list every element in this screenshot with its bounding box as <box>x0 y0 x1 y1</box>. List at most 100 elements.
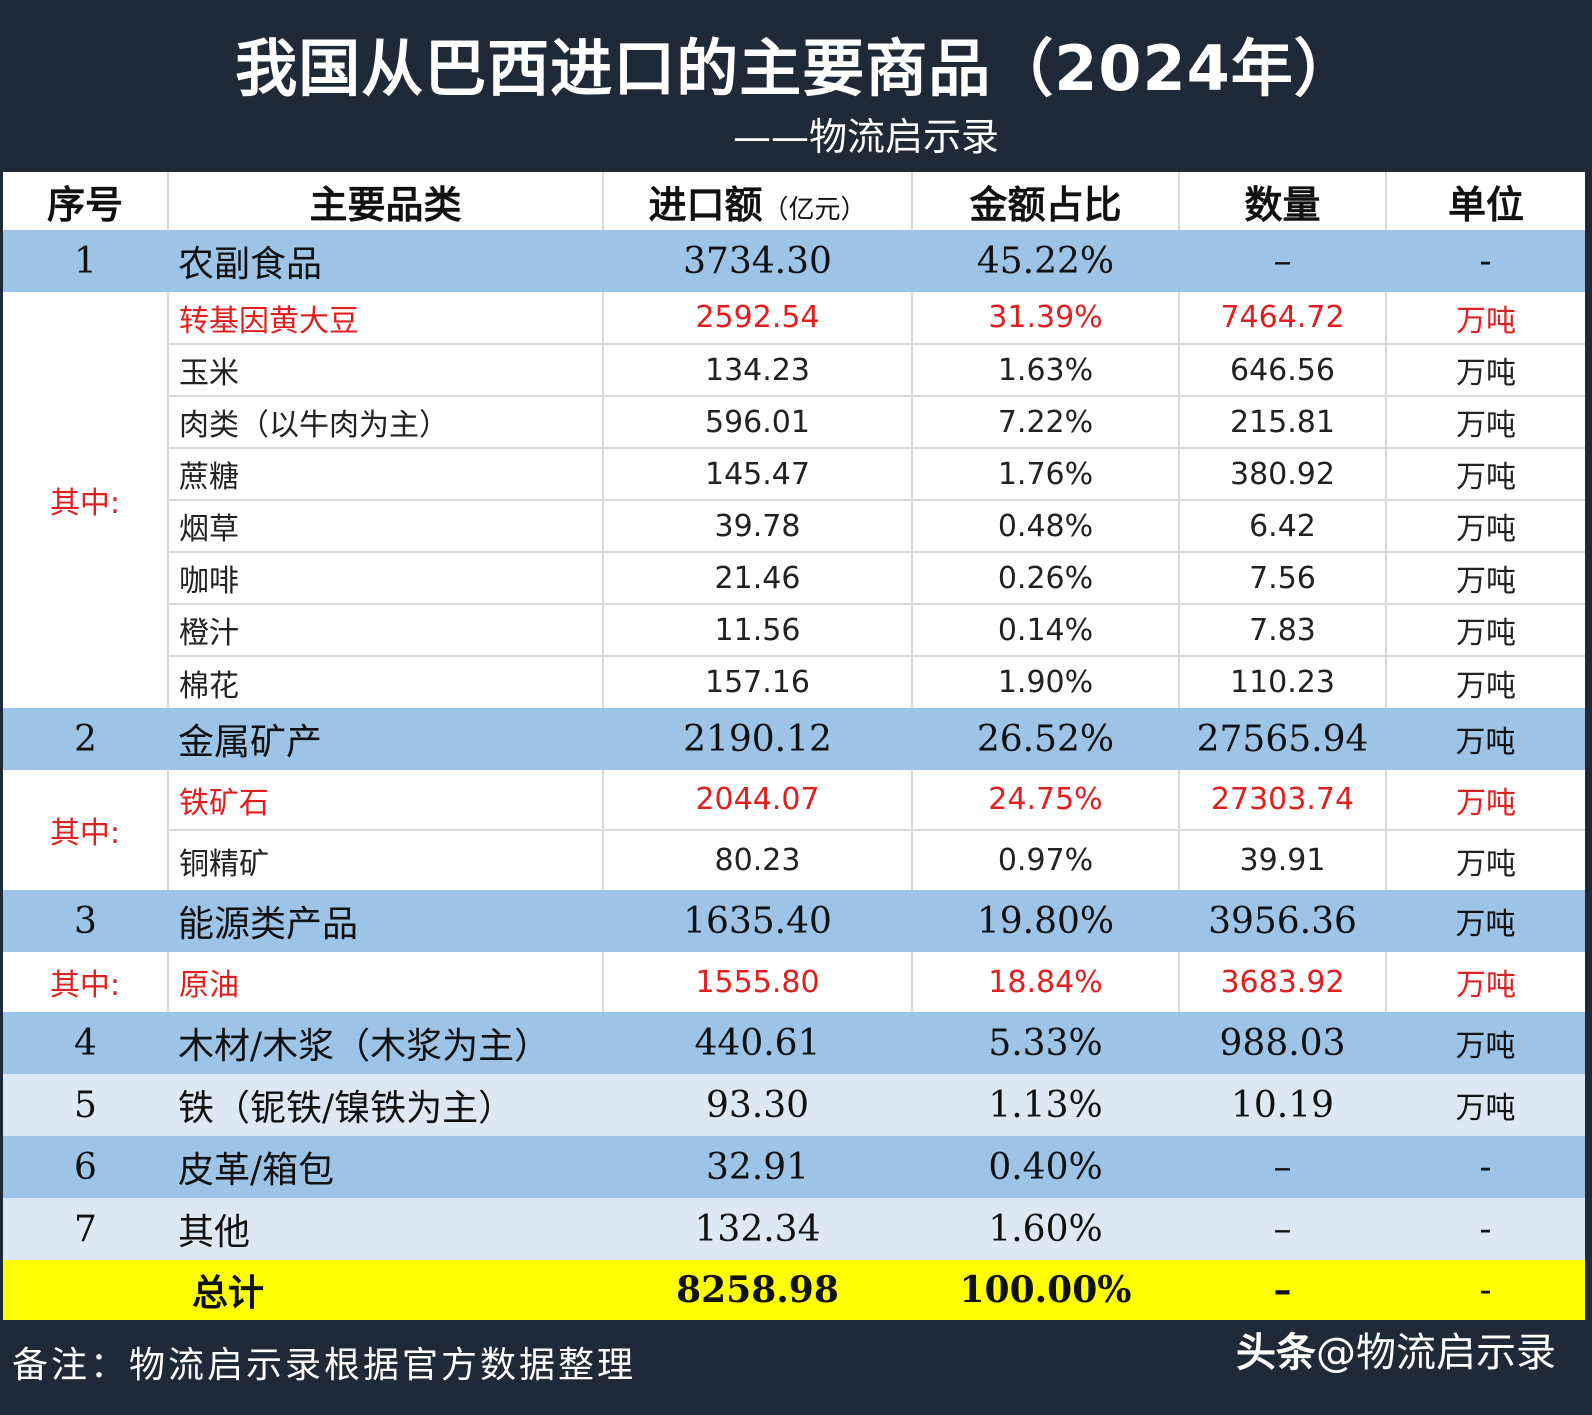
cell-amount: 8258.98 <box>676 1269 839 1311</box>
col-header-amount-unit: （亿元） <box>762 194 867 225</box>
cell-seq: 2 <box>74 718 97 760</box>
cell-name: 铁（铌铁/镍铁为主） <box>178 1088 515 1129</box>
cell-qty: 3683.92 <box>1179 952 1387 1012</box>
cell-amount: 1555.80 <box>603 952 913 1012</box>
cell-unit: 万吨 <box>1455 1091 1516 1126</box>
table-row-category: 6 皮革/箱包 32.91 0.40% – - <box>3 1136 1585 1198</box>
cell-unit: 万吨 <box>1455 725 1516 760</box>
cell-amount: 132.34 <box>694 1208 821 1250</box>
col-header-amount-label: 进口额 <box>648 182 763 227</box>
cell-share: 5.33% <box>988 1022 1103 1064</box>
cell-share: 0.26% <box>912 552 1180 605</box>
cell-name: 金属矿产 <box>178 722 323 763</box>
table-row-category: 7 其他 132.34 1.60% – - <box>3 1198 1585 1260</box>
cell-share: 100.00% <box>959 1269 1132 1311</box>
cell-unit: - <box>1479 1269 1492 1311</box>
cell-name: 烟草 <box>168 500 604 553</box>
cell-qty: – <box>1273 1269 1292 1311</box>
table-row-sub: 其中: 原油 1555.80 18.84% 3683.92 万吨 <box>3 952 1585 1012</box>
cell-share: 26.52% <box>976 718 1115 760</box>
cell-amount: 11.56 <box>603 604 913 657</box>
col-header-category: 主要品类 <box>168 172 604 230</box>
cell-qty: 39.91 <box>1179 830 1387 890</box>
col-header-seq: 序号 <box>3 172 169 230</box>
table-row-sub: 其中: 转基因黄大豆 2592.54 31.39% 7464.72 万吨 <box>3 292 1585 708</box>
cell-share: 7.22% <box>912 396 1180 449</box>
cell-name: 皮革/箱包 <box>178 1150 335 1191</box>
header: 我国从巴西进口的主要商品（2024年） ——物流启示录 <box>0 0 1592 168</box>
cell-share: 45.22% <box>976 240 1115 282</box>
cell-unit: 万吨 <box>1386 770 1585 831</box>
cell-name: 肉类（以牛肉为主） <box>168 396 604 449</box>
cell-amount: 3734.30 <box>683 240 832 282</box>
footer-note: 备注：物流启示录根据官方数据整理 <box>12 1345 637 1386</box>
cell-unit: 万吨 <box>1456 668 1516 704</box>
cell-qty: 27565.94 <box>1196 718 1369 760</box>
cell-qty: – <box>1273 1146 1292 1188</box>
cell-amount: 21.46 <box>603 552 913 605</box>
qizhong-label: 其中: <box>3 770 169 890</box>
cell-qty: 110.23 <box>1179 656 1387 708</box>
cell-name: 玉米 <box>168 344 604 397</box>
cell-qty: 6.42 <box>1179 500 1387 553</box>
cell-qty: – <box>1273 1208 1292 1250</box>
cell-qty: 3956.36 <box>1208 900 1357 942</box>
qizhong-label: 其中: <box>3 952 169 1012</box>
cell-share: 18.84% <box>912 952 1180 1012</box>
cell-name: 木材/木浆（木浆为主） <box>178 1026 551 1067</box>
cell-unit: 万吨 <box>1386 552 1585 605</box>
table-header-row: 序号 主要品类 进口额（亿元） 金额占比 数量 单位 <box>3 172 1585 230</box>
watermark-handle: @物流启示录 <box>1316 1330 1556 1376</box>
cell-amount: 2592.54 <box>603 292 913 345</box>
table-row-total: 总计 8258.98 100.00% – - <box>3 1260 1585 1320</box>
cell-unit: 万吨 <box>1386 500 1585 553</box>
cell-name: 橙汁 <box>168 604 604 657</box>
cell-amount: 39.78 <box>603 500 913 553</box>
cell-share: 19.80% <box>976 900 1115 942</box>
table-row-sub: 其中: 铁矿石 2044.07 24.75% 27303.74 万吨 <box>3 770 1585 890</box>
cell-qty: 7.83 <box>1179 604 1387 657</box>
cell-share: 0.48% <box>912 500 1180 553</box>
cell-amount: 32.91 <box>705 1146 810 1188</box>
cell-qty: 7.56 <box>1179 552 1387 605</box>
cell-seq: 6 <box>74 1146 97 1188</box>
cell-unit: 万吨 <box>1386 448 1585 501</box>
table-row-category: 5 铁（铌铁/镍铁为主） 93.30 1.13% 10.19 万吨 <box>3 1074 1585 1136</box>
cell-name: 原油 <box>168 952 604 1012</box>
watermark: 头条@物流启示录 <box>1236 1320 1556 1378</box>
cell-unit: 万吨 <box>1386 604 1585 657</box>
cell-qty: – <box>1273 240 1292 282</box>
cell-amount: 440.61 <box>694 1022 821 1064</box>
table-row-sub: 肉类（以牛肉为主） 596.01 7.22% 215.81 万吨 <box>3 396 1585 449</box>
cell-unit: 万吨 <box>1456 968 1516 1003</box>
table-row-sub: 铜精矿 80.23 0.97% 39.91 万吨 <box>3 830 1585 890</box>
table-row-sub: 烟草 39.78 0.48% 6.42 万吨 <box>3 500 1585 553</box>
cell-amount: 1635.40 <box>683 900 832 942</box>
cell-unit: 万吨 <box>1386 344 1585 397</box>
cell-name: 农副食品 <box>178 244 323 285</box>
table-row-category: 1 农副食品 3734.30 45.22% – - <box>3 230 1585 292</box>
page-title: 我国从巴西进口的主要商品（2024年） <box>235 32 1357 105</box>
cell-name: 能源类产品 <box>178 904 359 945</box>
cell-unit: 万吨 <box>1386 396 1585 449</box>
cell-unit: 万吨 <box>1455 907 1516 942</box>
table-row-sub: 咖啡 21.46 0.26% 7.56 万吨 <box>3 552 1585 605</box>
watermark-brand: 头条 <box>1236 1330 1316 1376</box>
cell-seq: 4 <box>74 1022 97 1064</box>
cell-share: 31.39% <box>912 292 1180 345</box>
cell-amount: 80.23 <box>603 830 913 890</box>
table-row-sub: 橙汁 11.56 0.14% 7.83 万吨 <box>3 604 1585 657</box>
cell-seq: 3 <box>74 900 97 942</box>
page-subtitle: ——物流启示录 <box>732 115 999 159</box>
cell-unit: 万吨 <box>1456 846 1516 882</box>
cell-name: 铁矿石 <box>168 770 604 831</box>
cell-share: 1.90% <box>912 656 1180 708</box>
qizhong-label: 其中: <box>3 292 169 708</box>
cell-unit: - <box>1479 1146 1492 1188</box>
col-header-unit: 单位 <box>1447 182 1524 227</box>
footer: 备注：物流启示录根据官方数据整理 头条@物流启示录 <box>0 1320 1592 1415</box>
col-header-share: 金额占比 <box>912 172 1180 230</box>
table-row-sub: 玉米 134.23 1.63% 646.56 万吨 <box>3 344 1585 397</box>
cell-total-label: 总计 <box>191 1273 264 1314</box>
table-row-category: 2 金属矿产 2190.12 26.52% 27565.94 万吨 <box>3 708 1585 770</box>
